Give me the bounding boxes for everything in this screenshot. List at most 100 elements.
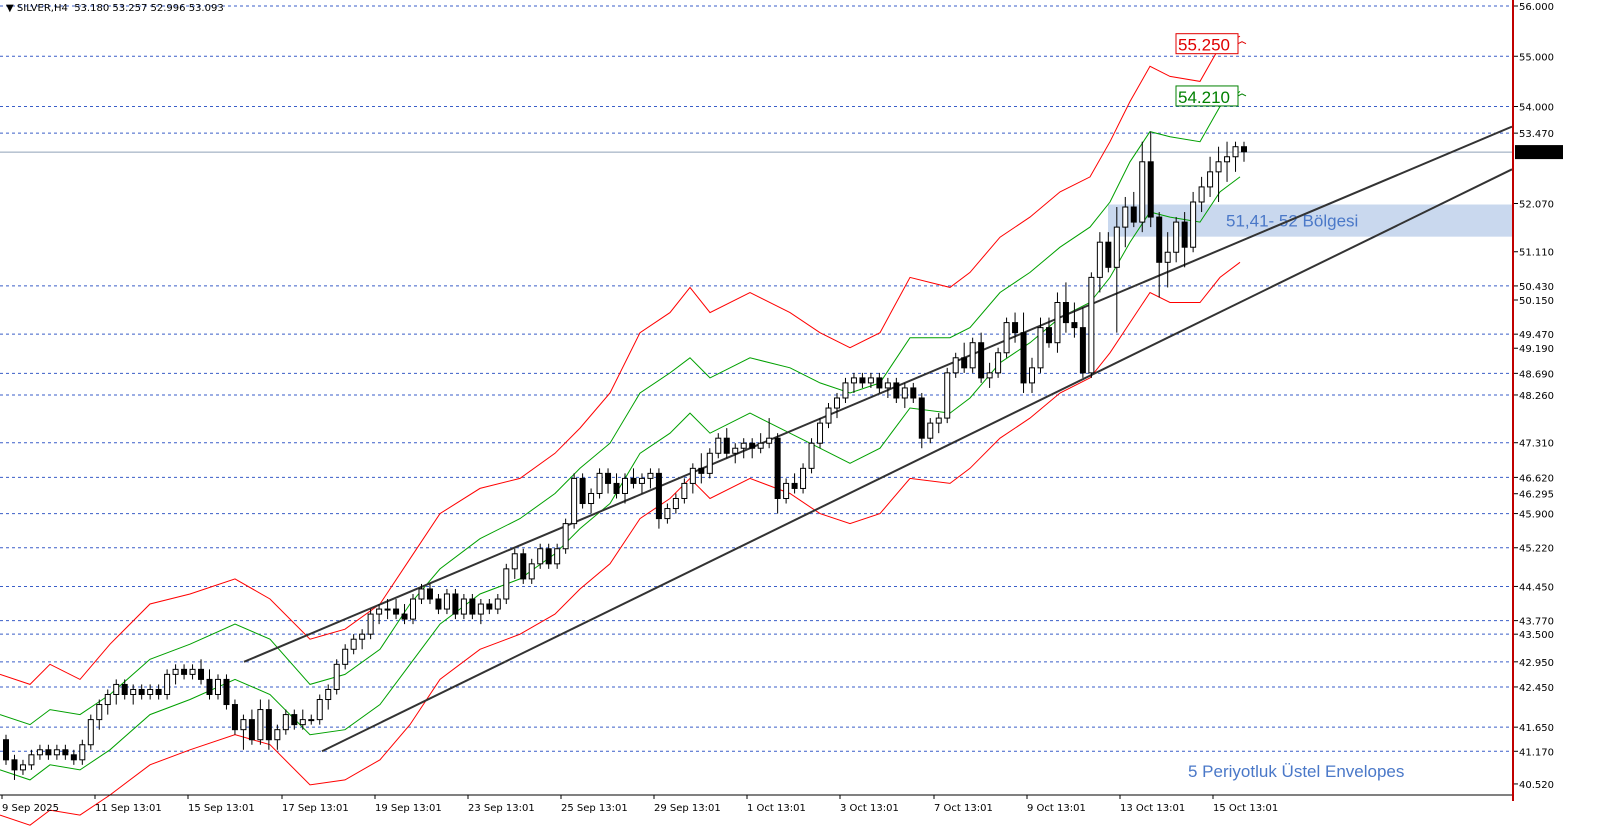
bear-candle-body <box>206 678 213 695</box>
price-tick-label: 40.520 <box>1519 780 1554 791</box>
candle <box>969 337 976 373</box>
bear-candle-body <box>918 397 925 439</box>
time-tick-label: 29 Sep 13:01 <box>654 803 721 814</box>
candlesticks <box>3 131 1247 780</box>
bull-candle-body <box>1198 186 1205 203</box>
candle <box>986 362 993 388</box>
candle <box>367 609 374 640</box>
time-tick-label: 25 Sep 13:01 <box>561 803 628 814</box>
bear-candle-body <box>62 749 69 756</box>
candle <box>138 684 145 700</box>
bear-candle-body <box>910 387 917 399</box>
bull-candle-body <box>1164 251 1171 263</box>
candle <box>537 543 544 569</box>
candle <box>325 684 332 710</box>
candle <box>630 468 637 489</box>
bull-candle-body <box>172 668 179 675</box>
bull-candle-body <box>460 598 467 615</box>
time-tick-label: 19 Sep 13:01 <box>375 803 442 814</box>
candle <box>749 438 756 459</box>
bull-candle-body <box>757 442 764 449</box>
candle <box>198 659 205 685</box>
candle <box>1173 217 1180 263</box>
candle <box>96 699 103 730</box>
bear-candle-body <box>1012 322 1019 334</box>
candle <box>36 744 43 760</box>
bear-candle-body <box>426 588 433 600</box>
bull-candle-body <box>53 749 60 756</box>
candle <box>1012 312 1019 343</box>
bear-candle-body <box>11 759 18 771</box>
candle <box>486 599 493 615</box>
candle <box>800 463 807 494</box>
target-label: 55.250 <box>1178 36 1230 55</box>
envelope-outer-lower <box>0 261 1241 826</box>
bull-candle-body <box>706 452 713 474</box>
candle <box>1079 307 1086 378</box>
bull-candle-body <box>384 608 391 611</box>
candle <box>342 644 349 670</box>
bull-candle-body <box>817 422 824 444</box>
time-tick-label: 9 Sep 2025 <box>2 803 59 814</box>
bull-candle-body <box>681 482 688 499</box>
bull-candle-body <box>1054 302 1061 344</box>
candle <box>19 759 26 775</box>
bull-candle-body <box>1088 276 1095 374</box>
bear-candle-body <box>265 709 272 741</box>
dropdown-triangle-icon[interactable]: ▼ <box>6 3 14 14</box>
envelope-inner-upper <box>0 91 1241 726</box>
candle <box>698 453 705 484</box>
candle <box>1139 141 1146 233</box>
bear-candle-body <box>1147 161 1154 218</box>
bear-candle-body <box>121 683 128 695</box>
bull-candle-body <box>113 683 120 695</box>
bear-candle-body <box>181 668 188 675</box>
candle <box>1207 156 1214 197</box>
bear-candle-body <box>155 688 162 695</box>
candle <box>1029 357 1036 393</box>
candle <box>817 418 824 449</box>
bull-candle-body <box>19 764 26 771</box>
bull-candle-body <box>638 477 645 484</box>
bull-candle-body <box>562 523 569 550</box>
bull-candle-body <box>800 467 807 489</box>
bear-candle-body <box>774 437 781 499</box>
candle <box>774 433 781 514</box>
bear-candle-body <box>791 482 798 489</box>
candle <box>808 438 815 474</box>
candle <box>333 659 340 695</box>
bull-candle-body <box>359 633 366 640</box>
bull-candle-body <box>274 729 281 741</box>
candle <box>647 468 654 489</box>
candle <box>511 548 518 579</box>
bull-candle-body <box>130 688 137 695</box>
bear-candle-body <box>1130 206 1137 223</box>
candle <box>927 418 934 444</box>
candle <box>859 372 866 388</box>
candle <box>121 679 128 700</box>
bear-candle-body <box>45 749 52 756</box>
candle <box>1088 272 1095 378</box>
candle <box>910 382 917 404</box>
price-tick-label: 49.190 <box>1519 344 1554 355</box>
bear-candle-body <box>605 472 612 484</box>
horizontal-grid-lines <box>0 5 1512 752</box>
bull-candle-body <box>1096 241 1103 278</box>
trend-channel[interactable] <box>243 125 1513 753</box>
bull-candle-body <box>325 688 332 701</box>
bear-candle-body <box>893 382 900 399</box>
time-tick-label: 3 Oct 13:01 <box>840 803 899 814</box>
bear-candle-body <box>520 553 527 580</box>
bull-candle-body <box>825 407 832 424</box>
envelopes-indicator <box>0 35 1241 826</box>
price-tick-label: 42.450 <box>1519 683 1554 694</box>
time-tick-label: 7 Oct 13:01 <box>934 803 993 814</box>
target-tick <box>1237 41 1247 45</box>
price-tick-label: 47.310 <box>1519 439 1554 450</box>
bull-candle-body <box>850 377 857 384</box>
candle <box>1096 232 1103 293</box>
bull-candle-body <box>316 699 323 721</box>
candle <box>528 558 535 584</box>
bull-candle-body <box>588 492 595 505</box>
